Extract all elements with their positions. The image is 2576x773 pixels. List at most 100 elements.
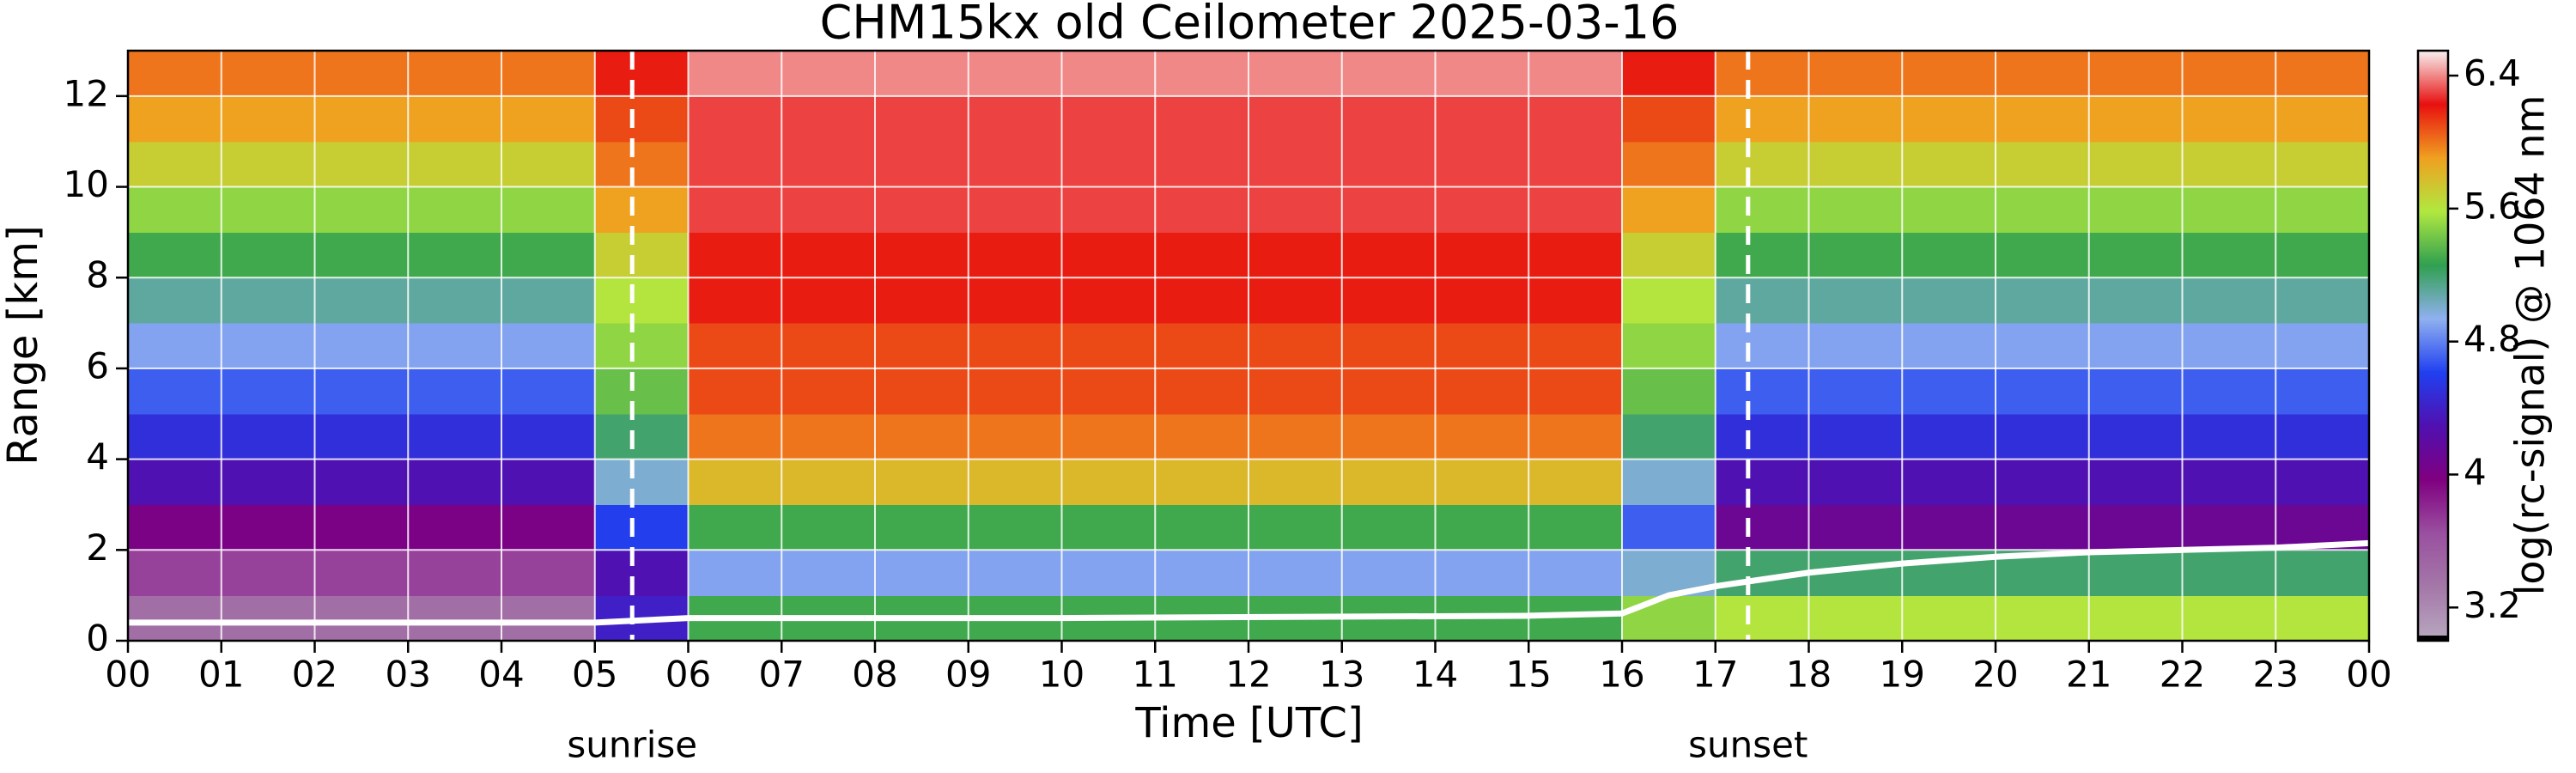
heatmap-cell <box>1341 186 1437 233</box>
heatmap-cell <box>1622 459 1716 506</box>
heatmap-cell <box>1155 232 1249 278</box>
heatmap-cell <box>314 504 409 551</box>
heatmap-cell <box>128 232 222 278</box>
heatmap-cell <box>1155 368 1249 415</box>
heatmap-cell <box>2182 504 2276 551</box>
heatmap-cell <box>1902 368 1996 415</box>
heatmap-cell <box>781 459 876 506</box>
heatmap-cell <box>1341 459 1437 506</box>
heatmap-cell <box>2088 323 2184 369</box>
heatmap-cell <box>128 368 222 415</box>
heatmap-cell <box>221 141 316 188</box>
heatmap-cell <box>1808 141 1903 188</box>
heatmap-cell <box>1996 277 2090 324</box>
colorbar <box>2418 51 2448 641</box>
heatmap-cell <box>688 186 782 233</box>
heatmap-cell <box>968 141 1063 188</box>
heatmap-cell <box>594 51 690 97</box>
x-tick-label: 04 <box>478 654 524 696</box>
heatmap-cell <box>1996 413 2090 460</box>
heatmap-cell <box>594 550 690 596</box>
x-tick-label: 07 <box>759 654 805 696</box>
heatmap-cell <box>2182 277 2276 324</box>
heatmap-cell <box>2275 277 2370 324</box>
heatmap-cell <box>1155 51 1249 97</box>
y-tick-label: 4 <box>86 435 109 478</box>
heatmap-cell <box>2275 368 2370 415</box>
heatmap-cell <box>221 186 316 233</box>
heatmap-cell <box>688 232 782 278</box>
heatmap-cell <box>408 232 502 278</box>
heatmap-cell <box>2088 504 2184 551</box>
heatmap-cell <box>875 95 969 143</box>
colorbar-tick-label: 6.4 <box>2464 52 2521 94</box>
heatmap-cell <box>1341 413 1437 460</box>
heatmap-cell <box>128 459 222 506</box>
heatmap-cell <box>1061 232 1156 278</box>
heatmap-cell <box>221 51 316 97</box>
heatmap-cell <box>501 323 596 369</box>
x-tick-label: 02 <box>292 654 337 696</box>
heatmap-cell <box>408 277 502 324</box>
heatmap-cell <box>1061 459 1156 506</box>
heatmap-cell <box>1061 186 1156 233</box>
heatmap-cell <box>2088 459 2184 506</box>
heatmap-cell <box>1249 51 1343 97</box>
heatmap-cell <box>968 232 1063 278</box>
heatmap-cell <box>501 595 596 642</box>
heatmap-cell <box>1996 368 2090 415</box>
heatmap-cell <box>2182 550 2276 596</box>
heatmap-cell <box>1435 277 1529 324</box>
heatmap-cell <box>1528 51 1623 97</box>
heatmap-cell <box>408 323 502 369</box>
y-tick-label: 2 <box>86 526 109 569</box>
heatmap-cell <box>1249 232 1343 278</box>
heatmap-cell <box>781 51 876 97</box>
colorbar-tick-label: 4.8 <box>2464 318 2521 360</box>
heatmap-cell <box>1435 368 1529 415</box>
heatmap-cell <box>688 550 782 596</box>
heatmap-cell <box>1808 277 1903 324</box>
heatmap-cell <box>875 504 969 551</box>
heatmap-cell <box>1902 323 1996 369</box>
heatmap-cell <box>875 186 969 233</box>
heatmap-cell <box>1249 459 1343 506</box>
heatmap-cell <box>501 368 596 415</box>
heatmap-cell <box>1996 95 2090 143</box>
heatmap-cell <box>1996 186 2090 233</box>
heatmap-cell <box>2088 550 2184 596</box>
heatmap-cell <box>1902 141 1996 188</box>
heatmap-cell <box>2275 550 2370 596</box>
heatmap-cell <box>2182 141 2276 188</box>
heatmap-cell <box>1902 413 1996 460</box>
heatmap-cell <box>1715 504 1810 551</box>
heatmap-cell <box>875 459 969 506</box>
heatmap-cell <box>128 141 222 188</box>
heatmap-cell <box>408 95 502 143</box>
heatmap-cell <box>2182 459 2276 506</box>
heatmap-cell <box>1715 368 1810 415</box>
heatmap-cell <box>688 51 782 97</box>
heatmap-cell <box>128 323 222 369</box>
heatmap-cell <box>1808 368 1903 415</box>
heatmap-cell <box>781 413 876 460</box>
heatmap-cell <box>688 413 782 460</box>
heatmap-cell <box>1528 368 1623 415</box>
heatmap-cell <box>1808 186 1903 233</box>
heatmap-cell <box>2275 459 2370 506</box>
heatmap-cell <box>875 141 969 188</box>
heatmap-cell <box>2088 232 2184 278</box>
x-tick-label: 19 <box>1880 654 1925 696</box>
heatmap-cell <box>1435 550 1529 596</box>
heatmap-cell <box>1715 186 1810 233</box>
heatmap-cell <box>1341 323 1437 369</box>
heatmap-cell <box>2275 595 2370 642</box>
heatmap-cell <box>1902 595 1996 642</box>
heatmap-cell <box>1996 595 2090 642</box>
heatmap-cell <box>1435 413 1529 460</box>
heatmap-cell <box>501 186 596 233</box>
heatmap-cell <box>1996 141 2090 188</box>
heatmap-cell <box>1902 95 1996 143</box>
heatmap-cell <box>688 368 782 415</box>
heatmap-cell <box>408 459 502 506</box>
